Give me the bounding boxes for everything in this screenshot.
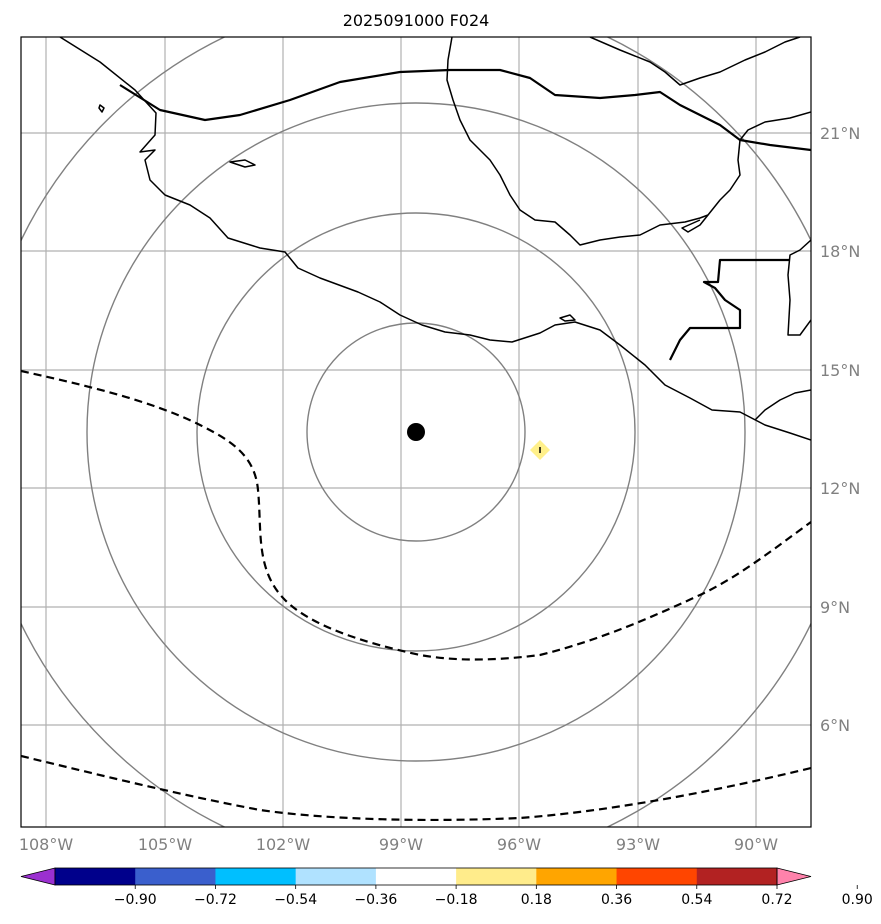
colorbar-segment (375, 868, 457, 885)
gridlines (21, 37, 811, 827)
colorbar-extend-min (20, 867, 56, 886)
belize-coast (787, 239, 811, 336)
colorbar-tick-label: 0.72 (761, 892, 792, 908)
colorbar-segment (536, 868, 618, 885)
lon-tick-label: 102°W (256, 835, 311, 854)
colorbar-tick-label: 0.18 (521, 892, 552, 908)
anomaly-marker (530, 440, 550, 460)
range-ring-2 (196, 212, 636, 652)
contour-west (21, 369, 811, 661)
colorbar: −0.90 −0.72 −0.54 −0.36 −0.18 0.18 0.36 0.54 0.7… (20, 867, 873, 908)
yucatan-north-coast (681, 111, 811, 233)
colorbar-segment (696, 868, 778, 885)
gulf-coastline (446, 37, 709, 246)
pacific-coastline-mexico (59, 37, 811, 441)
colorbar-tick-label: −0.54 (274, 892, 317, 908)
colorbar-outline (54, 867, 778, 886)
country-borders (119, 68, 811, 361)
colorbar-tick-label: 0.54 (681, 892, 712, 908)
range-ring-3 (86, 102, 746, 762)
small-island-1 (229, 159, 256, 168)
lon-tick-label: 90°W (734, 835, 778, 854)
colorbar-tick-label: −0.72 (194, 892, 237, 908)
colorbar-tick-label: −0.18 (435, 892, 478, 908)
colorbar-segment (616, 868, 698, 885)
plot-title: 2025091000 F024 (343, 11, 490, 30)
map-panel (20, 36, 812, 828)
guatemala-border (669, 258, 790, 361)
map-frame (20, 36, 812, 828)
colorbar-tick-label: −0.90 (114, 892, 157, 908)
lat-tick-labels: 21°N 18°N 15°N 12°N 9°N 6°N (820, 124, 860, 735)
colorbar-tick-label: 0.36 (601, 892, 632, 908)
lon-tick-label: 105°W (138, 835, 193, 854)
colorbar-extend-max (776, 867, 812, 886)
contour-south (21, 754, 811, 822)
lon-tick-label: 108°W (19, 835, 74, 854)
colorbar-segment (55, 868, 136, 885)
lon-tick-labels: 108°W 105°W 102°W 99°W 96°W 93°W 90°W (19, 835, 778, 854)
coastlines (59, 37, 811, 441)
lon-tick-label: 96°W (497, 835, 541, 854)
honduras-coast (754, 389, 811, 421)
colorbar-segment (215, 868, 297, 885)
small-island-3 (559, 314, 576, 322)
colorbar-segment (295, 868, 377, 885)
lat-tick-label: 9°N (820, 598, 850, 617)
lat-tick-label: 18°N (820, 242, 860, 261)
us-mexico-border (119, 68, 811, 152)
lon-tick-label: 99°W (379, 835, 423, 854)
yucatan-coastline (589, 37, 801, 86)
lat-tick-label: 12°N (820, 479, 860, 498)
storm-center-marker (407, 423, 425, 441)
lat-tick-label: 15°N (820, 361, 860, 380)
lat-tick-label: 21°N (820, 124, 860, 143)
colorbar-segment (135, 868, 216, 885)
colorbar-tick-label: 0.90 (842, 892, 873, 908)
lat-tick-label: 6°N (820, 716, 850, 735)
colorbar-tick-label: −0.36 (354, 892, 397, 908)
lon-tick-label: 93°W (616, 835, 660, 854)
small-island-2 (98, 104, 105, 113)
contour-lines (21, 369, 811, 822)
colorbar-segment (456, 868, 537, 885)
